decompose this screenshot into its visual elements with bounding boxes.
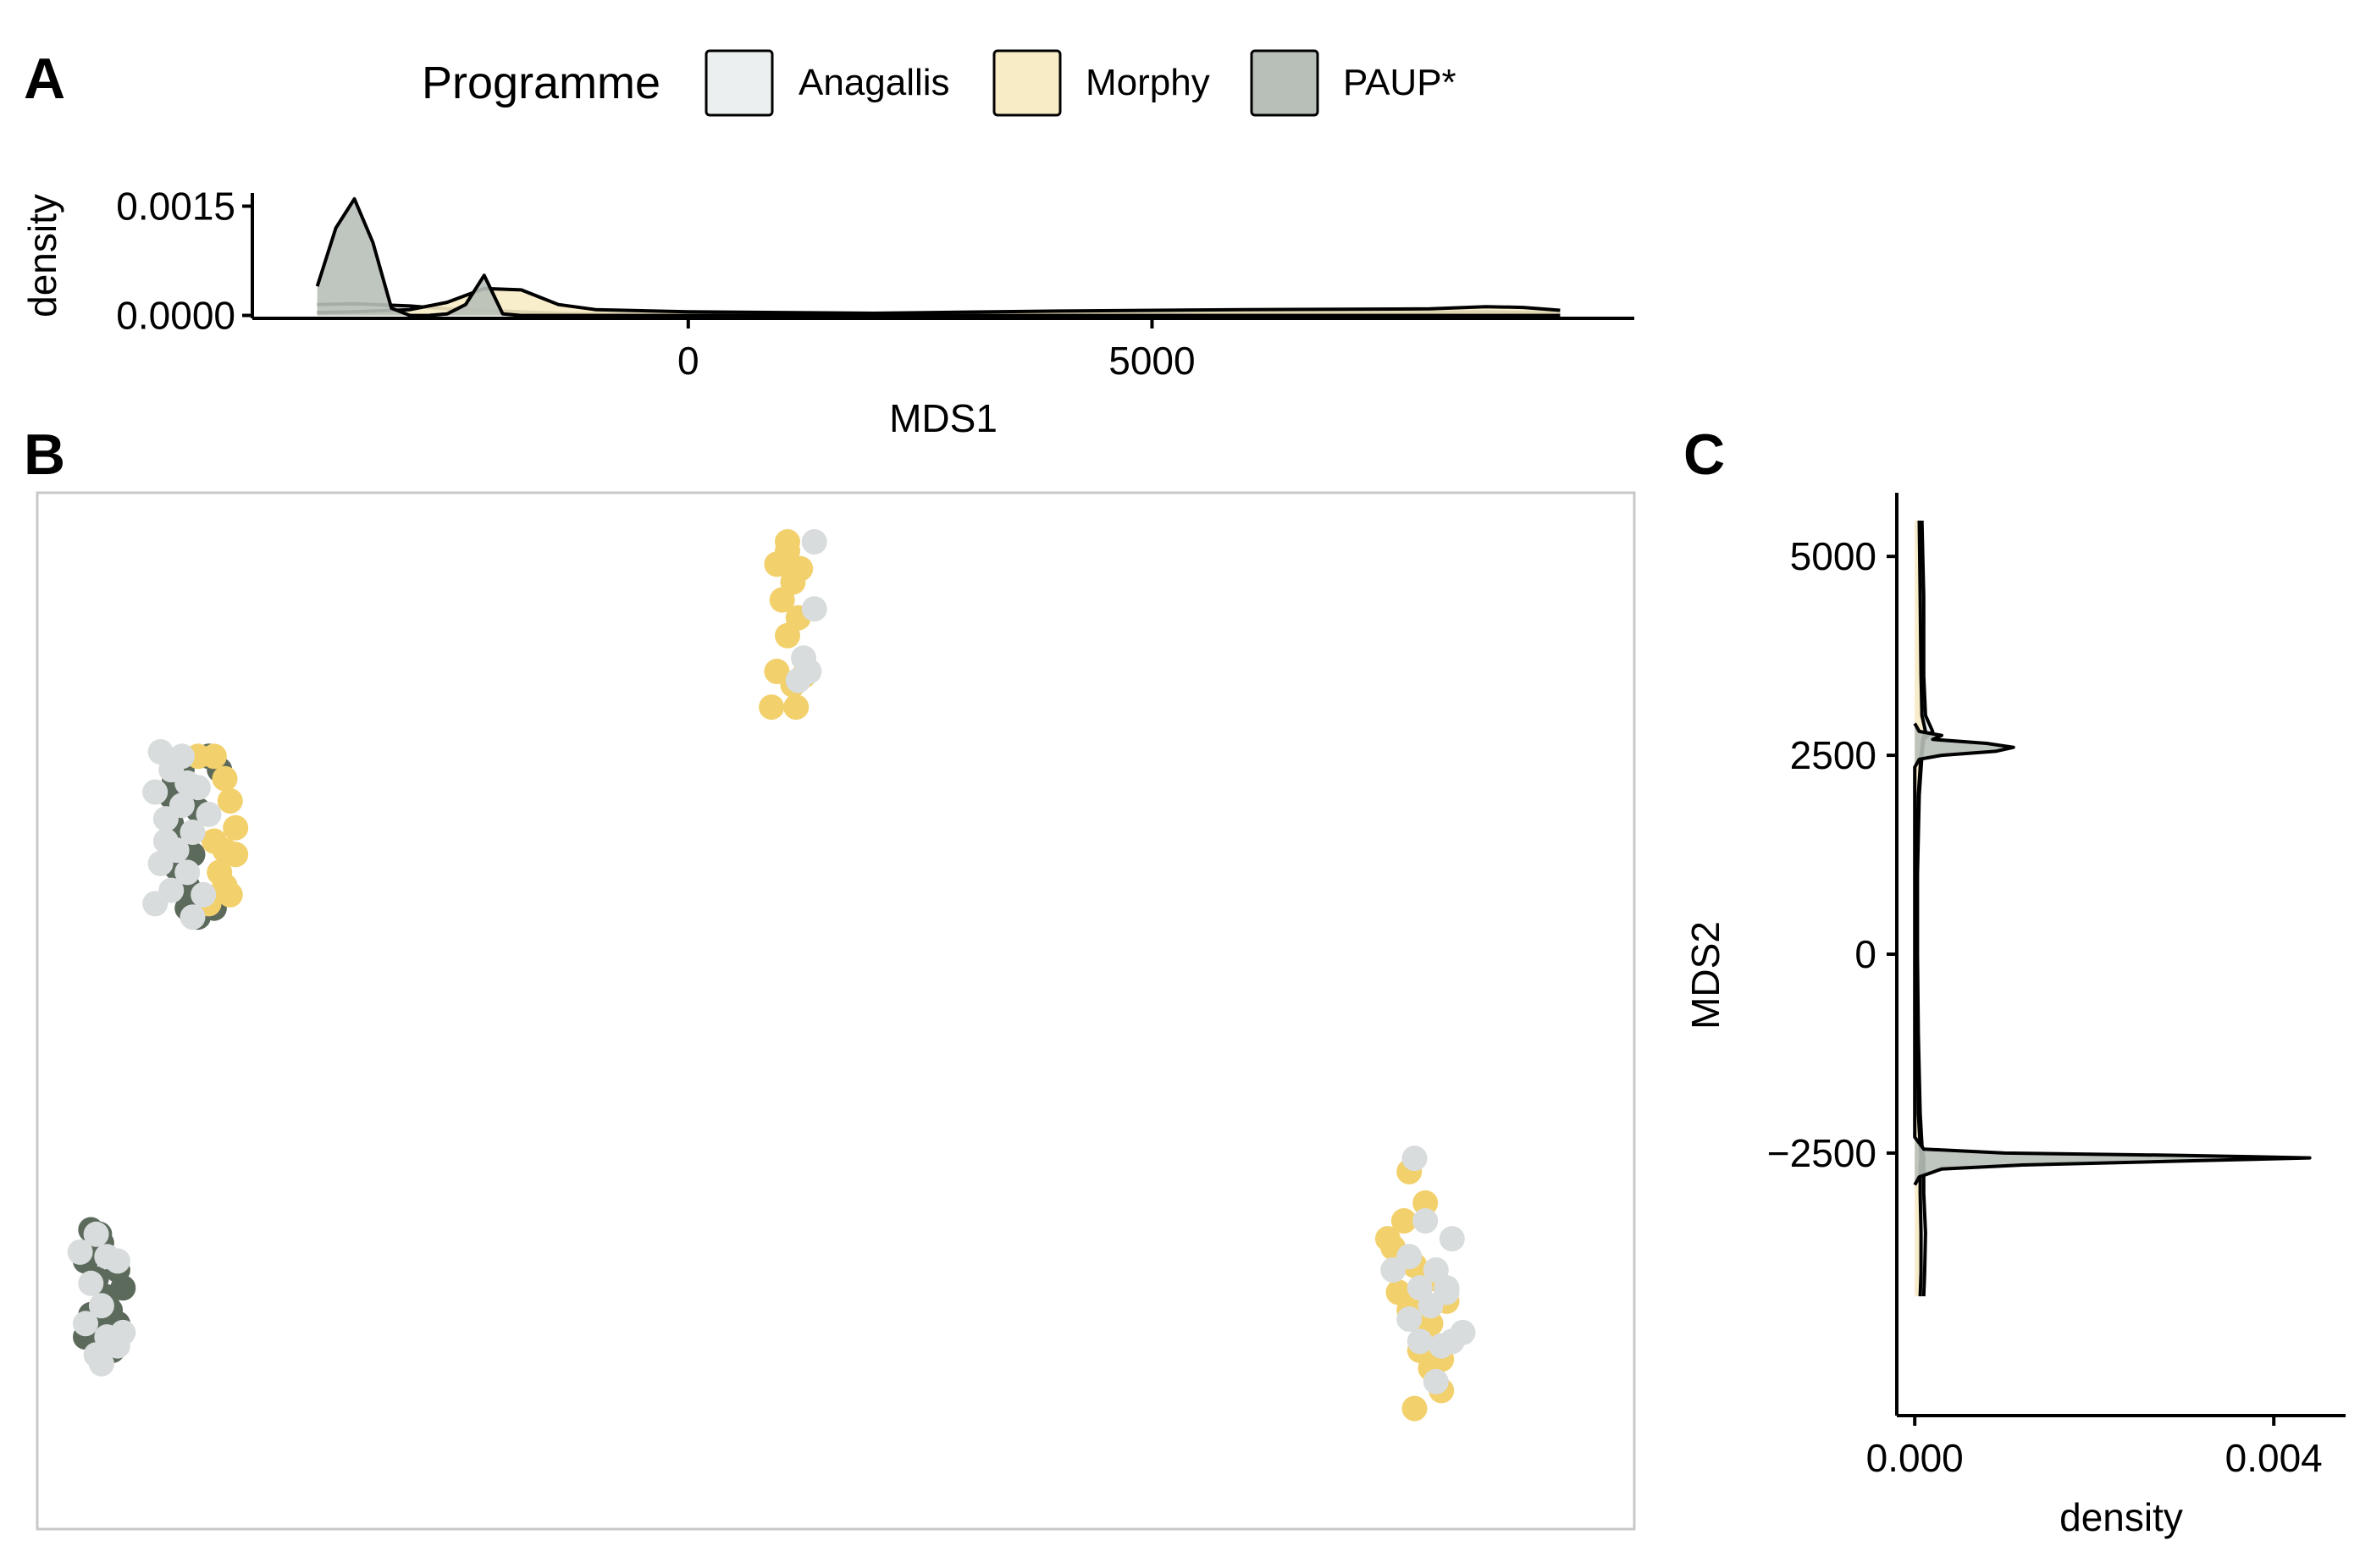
panel-b-point-anagallis	[88, 1350, 114, 1377]
legend-key-morphy	[992, 49, 1062, 117]
panel-a-y-axis-title: density	[20, 194, 64, 317]
panel-a-ticks: 0 5000 0.0000 0.0015	[116, 184, 1195, 383]
panel-c-density-areas	[1913, 520, 2312, 1297]
legend-title: Programme	[422, 58, 660, 108]
panel-b-point-anagallis	[152, 806, 179, 832]
panel-b-point-anagallis	[180, 820, 206, 845]
panel-b-point-morphy	[217, 788, 243, 814]
panel-c-y-axis-title: MDS2	[1683, 921, 1727, 1030]
panel-b-point-anagallis	[142, 891, 169, 917]
panel-a-y-tick-label: 0.0000	[116, 294, 235, 338]
panel-c-x-tick-label: 0.004	[2225, 1436, 2323, 1480]
panel-b-point-anagallis	[1450, 1319, 1476, 1345]
panel-b-point-morphy	[212, 765, 238, 792]
panel-b-point-anagallis	[73, 1311, 98, 1337]
panel-b-point-anagallis	[152, 828, 179, 854]
panel-b-point-anagallis	[147, 850, 174, 876]
panel-b-point-anagallis	[1412, 1208, 1439, 1234]
panel-b-point-anagallis	[196, 801, 222, 827]
panel-b-point-anagallis	[67, 1239, 93, 1265]
panel-b-border	[36, 491, 1636, 1531]
panel-c-ticks: 0.000 0.004 5000 2500 0 −2500	[1767, 534, 2323, 1480]
panel-b-point-anagallis	[88, 1293, 114, 1319]
panel-b-point-morphy	[788, 555, 814, 582]
panel-b-points	[67, 529, 1476, 1422]
panel-b-point-morphy	[769, 587, 795, 613]
panel-b-point-morphy	[212, 873, 238, 899]
legend-label-paup: PAUP*	[1343, 62, 1456, 103]
panel-a-line-paup	[315, 196, 1561, 317]
panel-b-point-anagallis	[174, 770, 201, 796]
panel-c-x-tick-label: 0.000	[1866, 1436, 1964, 1480]
panel-b-point-anagallis	[801, 529, 827, 555]
panel-b-point-anagallis	[78, 1270, 104, 1296]
panel-b-point-anagallis	[801, 596, 827, 622]
panel-b-point-anagallis	[1407, 1328, 1433, 1355]
panel-b-point-anagallis	[785, 667, 811, 693]
panel-b-point-anagallis	[104, 1248, 130, 1274]
panel-a-density-areas	[315, 196, 1561, 317]
legend-key-anagallis	[705, 49, 774, 117]
panel-label-b: B	[24, 422, 65, 487]
panel-label-a: A	[24, 47, 65, 111]
panel-b-scatter-plot	[36, 491, 1636, 1531]
panel-b-point-morphy	[1390, 1208, 1417, 1234]
panel-c-y-tick-label: 5000	[1790, 534, 1876, 578]
panel-c-line-morphy	[1915, 520, 1927, 1297]
panel-b-point-anagallis	[174, 859, 201, 886]
panel-a-line-morphy	[317, 286, 1561, 315]
panel-a-x-axis-title: MDS1	[889, 396, 998, 440]
legend-label-anagallis: Anagallis	[799, 62, 950, 103]
panel-b-point-morphy	[1412, 1190, 1439, 1216]
panel-c-y-tick-label: 2500	[1790, 733, 1876, 777]
panel-b-point-anagallis	[1423, 1368, 1449, 1394]
legend-key-paup	[1250, 49, 1319, 117]
panel-c-line-paup	[1913, 722, 2312, 1186]
panel-c-density-plot: 0.000 0.004 5000 2500 0 −2500 density MDS2	[1683, 493, 2346, 1539]
panel-b-point-anagallis	[1401, 1146, 1428, 1172]
legend-label-morphy: Morphy	[1086, 62, 1210, 103]
panel-a-x-tick-label: 5000	[1108, 339, 1195, 383]
panel-b-point-anagallis	[1396, 1306, 1423, 1332]
panel-b-point-morphy	[775, 622, 800, 649]
panel-b-point-morphy	[223, 814, 249, 841]
panel-b-point-anagallis	[110, 1319, 136, 1345]
panel-b-point-anagallis	[180, 904, 206, 930]
panel-b-point-anagallis	[191, 881, 217, 908]
panel-c-y-tick-label: 0	[1854, 932, 1876, 976]
panel-b-point-anagallis	[142, 779, 169, 805]
panel-b-point-morphy	[775, 538, 800, 564]
panel-a-density-plot: 0 5000 0.0000 0.0015 MDS1 density	[20, 184, 1634, 440]
panel-b-point-anagallis	[1439, 1226, 1465, 1252]
panel-c-area-paup	[1915, 723, 2310, 1185]
panel-c-y-tick-label: −2500	[1767, 1131, 1876, 1175]
panel-b-point-anagallis	[1380, 1257, 1407, 1283]
panel-b-point-morphy	[223, 842, 249, 868]
panel-a-y-tick-label: 0.0015	[116, 184, 235, 228]
panel-b-point-anagallis	[83, 1221, 109, 1247]
panel-label-c: C	[1683, 422, 1725, 487]
panel-c-x-axis-title: density	[2059, 1495, 2183, 1539]
panel-b-point-anagallis	[169, 743, 195, 770]
panel-b-point-morphy	[201, 828, 227, 854]
panel-b-point-anagallis	[1434, 1279, 1460, 1306]
legend: Programme Anagallis Morphy PAUP*	[422, 49, 1456, 117]
panel-b-point-morphy	[1401, 1395, 1428, 1422]
panel-b-point-morphy	[783, 694, 810, 721]
panel-a-x-tick-label: 0	[677, 339, 699, 383]
panel-b-point-morphy	[759, 694, 785, 721]
